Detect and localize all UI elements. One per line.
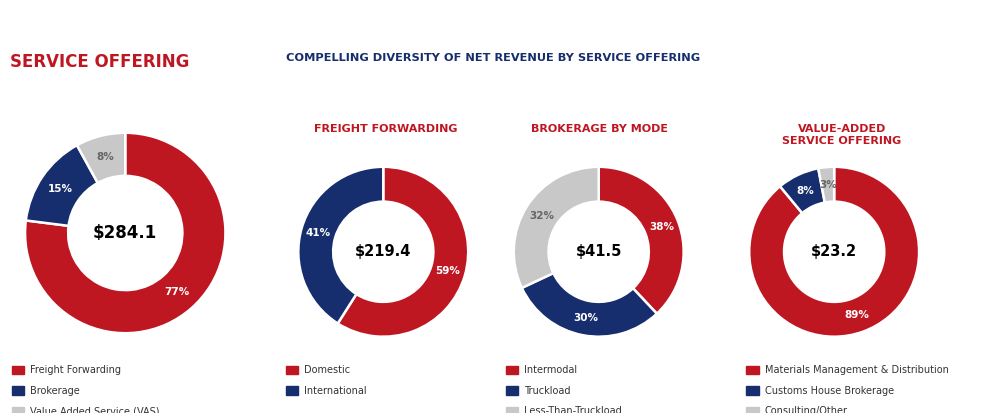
Text: SERVICE OFFERING: SERVICE OFFERING — [10, 53, 189, 71]
Text: 59%: 59% — [436, 266, 461, 275]
Wedge shape — [780, 169, 825, 213]
Text: 41%: 41% — [306, 228, 331, 238]
Text: Customs House Brokerage: Customs House Brokerage — [765, 385, 894, 396]
Text: International: International — [304, 385, 366, 396]
Text: Materials Management & Distribution: Materials Management & Distribution — [765, 365, 949, 375]
Text: VALUE-ADDED
SERVICE OFFERING: VALUE-ADDED SERVICE OFFERING — [782, 124, 902, 146]
Wedge shape — [514, 167, 599, 288]
Text: Value Added Service (VAS): Value Added Service (VAS) — [30, 406, 159, 413]
Text: $23.2: $23.2 — [811, 244, 858, 259]
Text: $41.5: $41.5 — [575, 244, 622, 259]
Text: $219.4: $219.4 — [355, 244, 412, 259]
Wedge shape — [25, 133, 225, 333]
Text: NET REVENUE: NET REVENUE — [12, 12, 116, 26]
Wedge shape — [598, 167, 683, 314]
Text: 89%: 89% — [845, 310, 870, 320]
Text: Domestic: Domestic — [304, 365, 350, 375]
Wedge shape — [819, 167, 834, 202]
Text: 38%: 38% — [649, 222, 674, 232]
Text: 32%: 32% — [529, 211, 554, 221]
Text: COMPELLING DIVERSITY OF NET REVENUE BY SERVICE OFFERING: COMPELLING DIVERSITY OF NET REVENUE BY S… — [286, 53, 699, 63]
Text: Intermodal: Intermodal — [524, 365, 577, 375]
Text: Truckload: Truckload — [524, 385, 570, 396]
Text: FREIGHT FORWARDING: FREIGHT FORWARDING — [314, 124, 458, 134]
Text: 8%: 8% — [797, 185, 815, 196]
Wedge shape — [522, 273, 657, 337]
Text: 3%: 3% — [819, 180, 837, 190]
Text: Consulting/Other: Consulting/Other — [765, 406, 848, 413]
Text: Less-Than-Truckload: Less-Than-Truckload — [524, 406, 622, 413]
Text: $284.1: $284.1 — [93, 224, 157, 242]
Text: 15%: 15% — [48, 184, 73, 194]
Text: 30%: 30% — [573, 313, 598, 323]
Wedge shape — [26, 145, 98, 226]
Wedge shape — [77, 133, 125, 183]
Wedge shape — [338, 167, 468, 337]
Wedge shape — [749, 167, 919, 337]
Text: For the Trailing Twelve Months Ended March 31, 2022: For the Trailing Twelve Months Ended Mar… — [115, 12, 442, 26]
Wedge shape — [299, 167, 384, 323]
Text: 8%: 8% — [97, 152, 114, 162]
Text: BROKERAGE BY MODE: BROKERAGE BY MODE — [531, 124, 667, 134]
Text: ($ in millions): ($ in millions) — [471, 12, 551, 26]
Text: Freight Forwarding: Freight Forwarding — [30, 365, 121, 375]
Text: 77%: 77% — [164, 287, 190, 297]
Text: Brokerage: Brokerage — [30, 385, 80, 396]
